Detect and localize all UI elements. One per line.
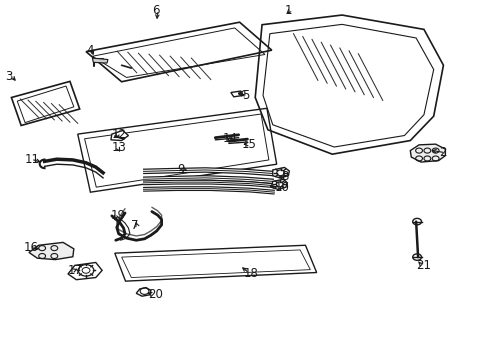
- Text: 12: 12: [112, 127, 126, 141]
- Polygon shape: [271, 179, 287, 189]
- Polygon shape: [230, 91, 243, 97]
- Text: 20: 20: [148, 288, 163, 301]
- Text: 3: 3: [5, 69, 13, 82]
- Text: 2: 2: [439, 146, 446, 159]
- Text: 15: 15: [242, 138, 256, 150]
- Polygon shape: [29, 242, 74, 260]
- Text: 11: 11: [25, 153, 40, 166]
- Polygon shape: [136, 288, 151, 296]
- Text: 9: 9: [177, 163, 184, 176]
- Text: 10: 10: [274, 181, 289, 194]
- Text: 14: 14: [222, 132, 237, 145]
- Text: 18: 18: [243, 267, 258, 280]
- Text: 8: 8: [281, 170, 288, 183]
- Polygon shape: [409, 144, 445, 162]
- Polygon shape: [68, 262, 102, 280]
- Text: 6: 6: [152, 4, 159, 17]
- Text: 5: 5: [242, 89, 249, 102]
- Text: 17: 17: [68, 264, 83, 277]
- Text: 7: 7: [131, 219, 139, 233]
- Text: 13: 13: [112, 141, 126, 154]
- Polygon shape: [272, 167, 289, 178]
- Polygon shape: [111, 131, 128, 140]
- Text: 19: 19: [110, 210, 125, 222]
- Text: 16: 16: [24, 241, 39, 254]
- Text: 1: 1: [284, 4, 291, 17]
- Text: 4: 4: [86, 44, 93, 57]
- Polygon shape: [92, 58, 108, 63]
- Text: 21: 21: [415, 259, 430, 272]
